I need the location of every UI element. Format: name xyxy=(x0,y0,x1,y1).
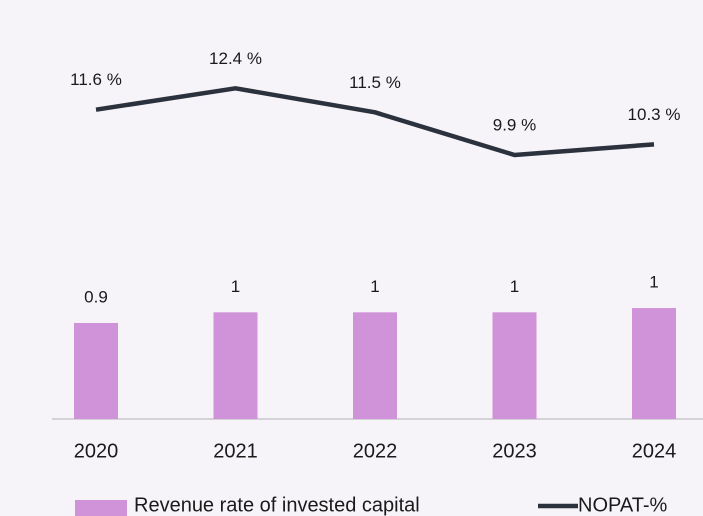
data-label: 11.5 % xyxy=(349,73,401,92)
data-label: 0.9 xyxy=(84,287,108,306)
x-tick-label: 2022 xyxy=(353,440,398,462)
data-label: 1 xyxy=(231,277,240,296)
legend-swatch xyxy=(75,500,127,516)
x-tick-label: 2023 xyxy=(492,440,537,462)
data-label: 12.4 % xyxy=(209,49,262,68)
data-label: 1 xyxy=(370,277,379,296)
x-tick-label: 2021 xyxy=(213,440,258,462)
bar xyxy=(632,308,676,419)
line xyxy=(95,86,655,158)
x-tick-label: 2020 xyxy=(74,440,119,462)
data-label: 1 xyxy=(649,273,658,292)
data-label: 9.9 % xyxy=(493,115,536,134)
legend-label: NOPAT-% xyxy=(578,494,667,516)
legend-label: Revenue rate of invested capital xyxy=(134,494,420,516)
data-label: 1 xyxy=(510,277,519,296)
bar xyxy=(492,312,537,419)
data-label: 11.6 % xyxy=(70,70,122,89)
x-tick-label: 2024 xyxy=(632,440,677,462)
data-label: 10.3 % xyxy=(628,105,681,124)
bar xyxy=(74,323,118,419)
bar xyxy=(213,312,258,419)
bar xyxy=(353,312,397,419)
